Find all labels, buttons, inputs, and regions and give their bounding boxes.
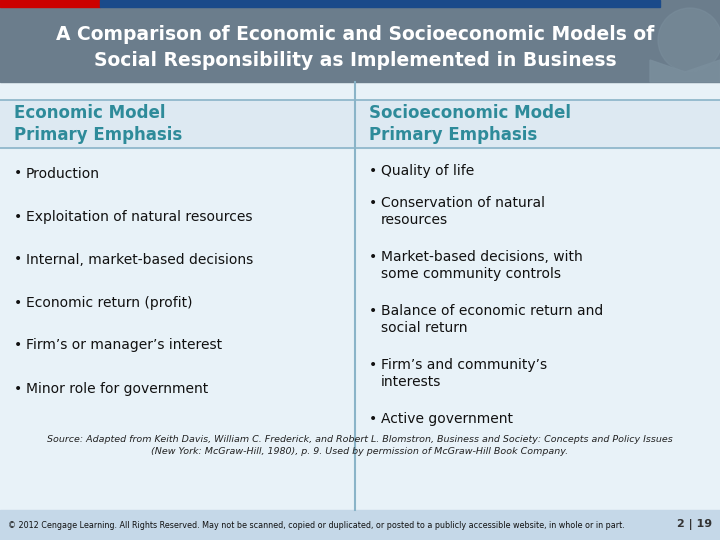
Text: Social Responsibility as Implemented in Business: Social Responsibility as Implemented in … xyxy=(94,51,616,70)
Text: Minor role for government: Minor role for government xyxy=(26,381,208,395)
Text: •: • xyxy=(14,381,22,395)
Text: Socioeconomic Model
Primary Emphasis: Socioeconomic Model Primary Emphasis xyxy=(369,104,571,144)
Text: •: • xyxy=(369,304,377,318)
Bar xyxy=(0,100,355,148)
Text: Market-based decisions, with
some community controls: Market-based decisions, with some commun… xyxy=(381,250,582,281)
Bar xyxy=(0,0,720,82)
Bar xyxy=(0,510,720,540)
Text: Exploitation of natural resources: Exploitation of natural resources xyxy=(26,210,253,224)
Text: •: • xyxy=(14,210,22,224)
Text: •: • xyxy=(369,358,377,372)
Text: •: • xyxy=(14,166,22,180)
Text: Internal, market-based decisions: Internal, market-based decisions xyxy=(26,253,253,267)
Text: •: • xyxy=(14,253,22,267)
Text: Firm’s or manager’s interest: Firm’s or manager’s interest xyxy=(26,339,222,353)
Text: •: • xyxy=(369,164,377,178)
Text: Source: Adapted from Keith Davis, William C. Frederick, and Robert L. Blomstron,: Source: Adapted from Keith Davis, Willia… xyxy=(47,435,673,444)
Text: A Comparison of Economic and Socioeconomic Models of: A Comparison of Economic and Socioeconom… xyxy=(56,25,654,44)
Text: •: • xyxy=(369,412,377,426)
Bar xyxy=(0,82,720,510)
Text: 2 | 19: 2 | 19 xyxy=(677,519,712,530)
Text: Firm’s and community’s
interests: Firm’s and community’s interests xyxy=(381,358,547,389)
Text: Economic Model
Primary Emphasis: Economic Model Primary Emphasis xyxy=(14,104,182,144)
Text: Economic return (profit): Economic return (profit) xyxy=(26,295,192,309)
Bar xyxy=(0,0,100,7)
Text: •: • xyxy=(14,295,22,309)
Text: Conservation of natural
resources: Conservation of natural resources xyxy=(381,196,545,227)
Polygon shape xyxy=(650,60,720,82)
Bar xyxy=(100,0,660,7)
Text: Active government: Active government xyxy=(381,412,513,426)
Text: Balance of economic return and
social return: Balance of economic return and social re… xyxy=(381,304,603,335)
Bar xyxy=(355,100,720,148)
Text: © 2012 Cengage Learning. All Rights Reserved. May not be scanned, copied or dupl: © 2012 Cengage Learning. All Rights Rese… xyxy=(8,521,625,530)
Text: Production: Production xyxy=(26,166,100,180)
Text: (New York: McGraw-Hill, 1980), p. 9. Used by permission of McGraw-Hill Book Comp: (New York: McGraw-Hill, 1980), p. 9. Use… xyxy=(151,448,569,456)
Text: •: • xyxy=(14,339,22,353)
Text: Quality of life: Quality of life xyxy=(381,164,474,178)
Circle shape xyxy=(658,8,720,72)
Text: •: • xyxy=(369,196,377,210)
Text: •: • xyxy=(369,250,377,264)
